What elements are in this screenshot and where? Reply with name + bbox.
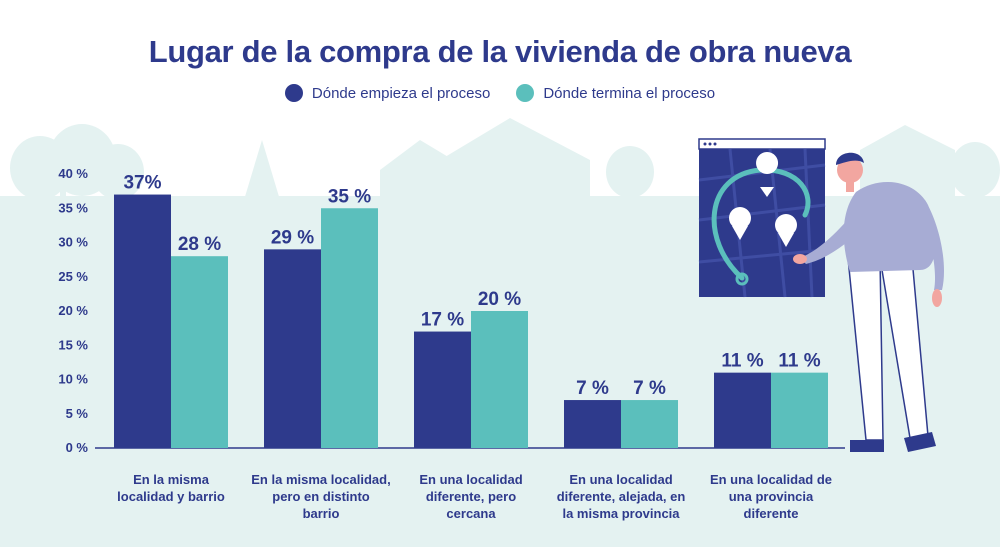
data-label: 28 % <box>178 234 221 255</box>
legend: Dónde empieza el proceso Dónde termina e… <box>0 84 1000 102</box>
bar-start <box>114 194 171 448</box>
legend-label-start: Dónde empieza el proceso <box>311 84 491 102</box>
data-label: 17 % <box>421 310 464 331</box>
bar-end <box>171 256 228 448</box>
legend-swatch-start <box>284 84 303 102</box>
data-label: 37% <box>123 173 161 194</box>
data-label: 11 % <box>721 351 763 372</box>
y-tick-label: 0 % <box>66 440 89 455</box>
x-category-label: En una localidad diferente, alejada, en la… <box>557 472 686 521</box>
data-label: 11 % <box>778 351 820 372</box>
bar-end <box>321 208 378 448</box>
data-label: 35 % <box>328 186 371 207</box>
x-category-label: En la misma localidad y barrio <box>117 472 225 504</box>
y-tick-label: 15 % <box>58 337 88 352</box>
x-category-label: En una localidad de una provincia diferent… <box>710 472 832 521</box>
chart-title: Lugar de la compra de la vivienda de obr… <box>148 34 852 69</box>
data-label: 20 % <box>478 289 521 310</box>
data-label: 7 % <box>633 378 666 399</box>
bar-start <box>264 249 321 448</box>
legend-swatch-end <box>516 84 535 102</box>
person-illustration <box>793 152 945 452</box>
data-label: 7 % <box>576 378 609 399</box>
legend-item-end: Dónde termina el proceso <box>516 84 715 102</box>
bar-start <box>414 331 471 448</box>
x-category-label: En una localidad diferente, pero cercana <box>419 472 522 521</box>
y-tick-label: 20 % <box>58 303 88 318</box>
y-tick-label: 35 % <box>58 200 88 215</box>
bar-end <box>471 311 528 448</box>
bar-start <box>564 400 621 448</box>
data-label: 29 % <box>271 227 314 248</box>
y-tick-label: 25 % <box>58 269 88 284</box>
bar-end <box>621 400 678 448</box>
legend-item-start: Dónde empieza el proceso <box>284 84 491 102</box>
x-category-label: En la misma localidad, pero en distinto ba… <box>251 472 390 521</box>
y-tick-label: 40 % <box>58 166 88 181</box>
legend-label-end: Dónde termina el proceso <box>543 84 716 102</box>
y-tick-label: 30 % <box>58 235 88 250</box>
y-tick-label: 10 % <box>58 372 88 387</box>
y-tick-label: 5 % <box>66 406 89 421</box>
map-illustration <box>698 138 826 298</box>
bar-end <box>771 372 828 448</box>
bar-start <box>714 372 771 448</box>
